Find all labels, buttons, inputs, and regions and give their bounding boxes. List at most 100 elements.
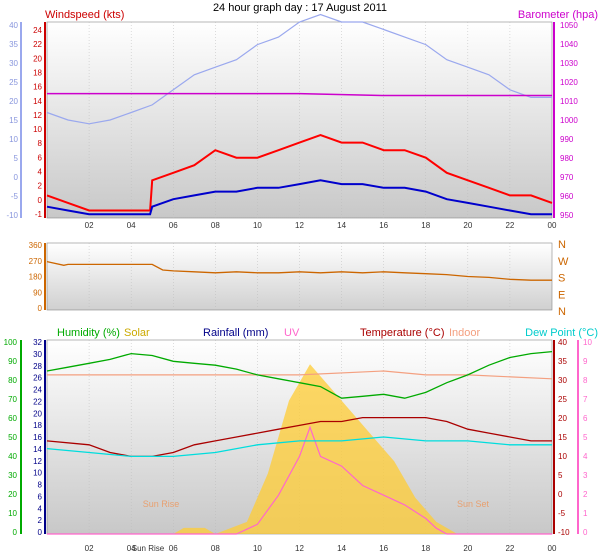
outer-wind-tick: 15 — [9, 116, 18, 125]
rain-tick: 2 — [38, 516, 43, 525]
rain-tick: 26 — [33, 374, 42, 383]
outer-wind-tick: -10 — [6, 211, 18, 220]
uv-axis-bar — [577, 340, 579, 534]
gust-line — [46, 179, 552, 216]
x-tick-label: 10 — [253, 221, 262, 230]
rainfall-legend: Rainfall (mm) — [203, 327, 268, 339]
uv-tick: 1 — [583, 509, 588, 518]
inner-wind-tick: 2 — [38, 182, 43, 191]
rain-tick: 4 — [38, 504, 43, 513]
uv-tick: 0 — [583, 528, 588, 537]
humidity-tick: 50 — [8, 433, 17, 442]
humidity-tick: 100 — [4, 338, 18, 347]
dewpoint-line — [46, 436, 552, 458]
wind-direction-line — [46, 260, 552, 281]
solar-legend: Solar — [124, 327, 150, 339]
uv-tick: 5 — [583, 433, 588, 442]
compass-tick: N — [558, 239, 566, 251]
barometer-axis-label: Barometer (hpa) — [518, 9, 598, 21]
windspeed-line — [46, 134, 553, 212]
rain-tick: 28 — [33, 362, 42, 371]
inner-wind-tick: -1 — [35, 210, 43, 219]
x-tick-label: 04 — [127, 221, 136, 230]
direction-tick: 180 — [29, 273, 43, 282]
panel1-tick-labels: 4035302520151050-5-102422201816141210864… — [6, 21, 578, 220]
humidity-axis-bar — [20, 340, 22, 534]
sunset-annotation: Sun Set — [457, 499, 490, 509]
x-tick-label: 18 — [421, 544, 430, 553]
panel3-tick-labels: 1009080706050403020100323028262422201816… — [4, 338, 593, 537]
inner-wind-tick: 14 — [33, 97, 42, 106]
x-tick-label: 08 — [211, 544, 220, 553]
x-tick-label: 12 — [295, 221, 304, 230]
direction-axis-bar — [44, 243, 46, 310]
uv-tick: 7 — [583, 395, 588, 404]
humidity-tick: 90 — [8, 357, 17, 366]
temperature-tick: -5 — [558, 509, 566, 518]
x-tick-label: 00 — [548, 221, 557, 230]
inner-wind-tick: 20 — [33, 54, 42, 63]
rain-tick: 30 — [33, 350, 42, 359]
solar-area — [47, 364, 552, 534]
inner-wind-tick: 22 — [33, 40, 42, 49]
inner-wind-tick: 10 — [33, 125, 42, 134]
temperature-axis-bar — [553, 340, 555, 534]
series-layer — [46, 13, 553, 535]
windspeed-axis-label: Windspeed (kts) — [45, 9, 124, 21]
inner-wind-axis-bar — [44, 22, 46, 218]
rain-tick: 12 — [33, 457, 42, 466]
inner-wind-tick: 8 — [38, 139, 43, 148]
uv-tick: 3 — [583, 471, 588, 480]
outer-wind-axis-bar — [20, 22, 22, 218]
uv-tick: 8 — [583, 376, 588, 385]
temperature-tick: 20 — [558, 414, 567, 423]
uv-tick: 10 — [583, 338, 592, 347]
direction-tick: 90 — [33, 288, 42, 297]
barometer-tick: 1000 — [560, 116, 578, 125]
x-tick-label: 08 — [211, 221, 220, 230]
outer-wind-tick: 10 — [9, 135, 18, 144]
rain-tick: 16 — [33, 433, 42, 442]
uv-tick: 6 — [583, 414, 588, 423]
x-tick-label: 12 — [295, 544, 304, 553]
panel1-plot-area — [46, 21, 553, 219]
humidity-tick: 30 — [8, 471, 17, 480]
x-tick-label: 14 — [337, 221, 346, 230]
humidity-tick: 60 — [8, 414, 17, 423]
x-tick-label: 20 — [463, 221, 472, 230]
rain-tick: 24 — [33, 386, 42, 395]
rain-tick: 0 — [38, 528, 43, 537]
inner-wind-tick: 4 — [38, 168, 43, 177]
rain-tick: 6 — [38, 492, 43, 501]
outer-wind-tick: 30 — [9, 59, 18, 68]
outer-wind-tick: 40 — [9, 21, 18, 30]
x-tick-label: 02 — [85, 221, 94, 230]
rain-tick: 32 — [33, 338, 42, 347]
x-tick-label: 20 — [463, 544, 472, 553]
inner-wind-tick: 18 — [33, 68, 42, 77]
x-tick-label: 04 — [127, 544, 136, 553]
barometer-line — [47, 92, 552, 97]
temperature-tick: 40 — [558, 338, 567, 347]
x-tick-label: 16 — [379, 221, 388, 230]
temperature-tick: 10 — [558, 452, 567, 461]
inner-wind-tick: 24 — [33, 26, 42, 35]
humidity-tick: 0 — [13, 528, 18, 537]
barometer-tick: 970 — [560, 173, 574, 182]
barometer-tick: 1040 — [560, 40, 578, 49]
x-tick-label: 22 — [505, 544, 514, 553]
x-tick-label: 14 — [337, 544, 346, 553]
x-tick-label: 18 — [421, 221, 430, 230]
uv-tick: 2 — [583, 490, 588, 499]
x-tick-label: 02 — [85, 544, 94, 553]
indoor-legend: Indoor — [449, 327, 481, 339]
rain-axis-bar — [44, 340, 46, 534]
barometer-tick: 990 — [560, 135, 574, 144]
x-tick-label: 00 — [548, 544, 557, 553]
inner-wind-tick: 16 — [33, 83, 42, 92]
temperature-tick: 30 — [558, 376, 567, 385]
uv-line — [47, 425, 552, 535]
humidity-legend: Humidity (%) — [57, 327, 120, 339]
x-tick-label: 16 — [379, 544, 388, 553]
